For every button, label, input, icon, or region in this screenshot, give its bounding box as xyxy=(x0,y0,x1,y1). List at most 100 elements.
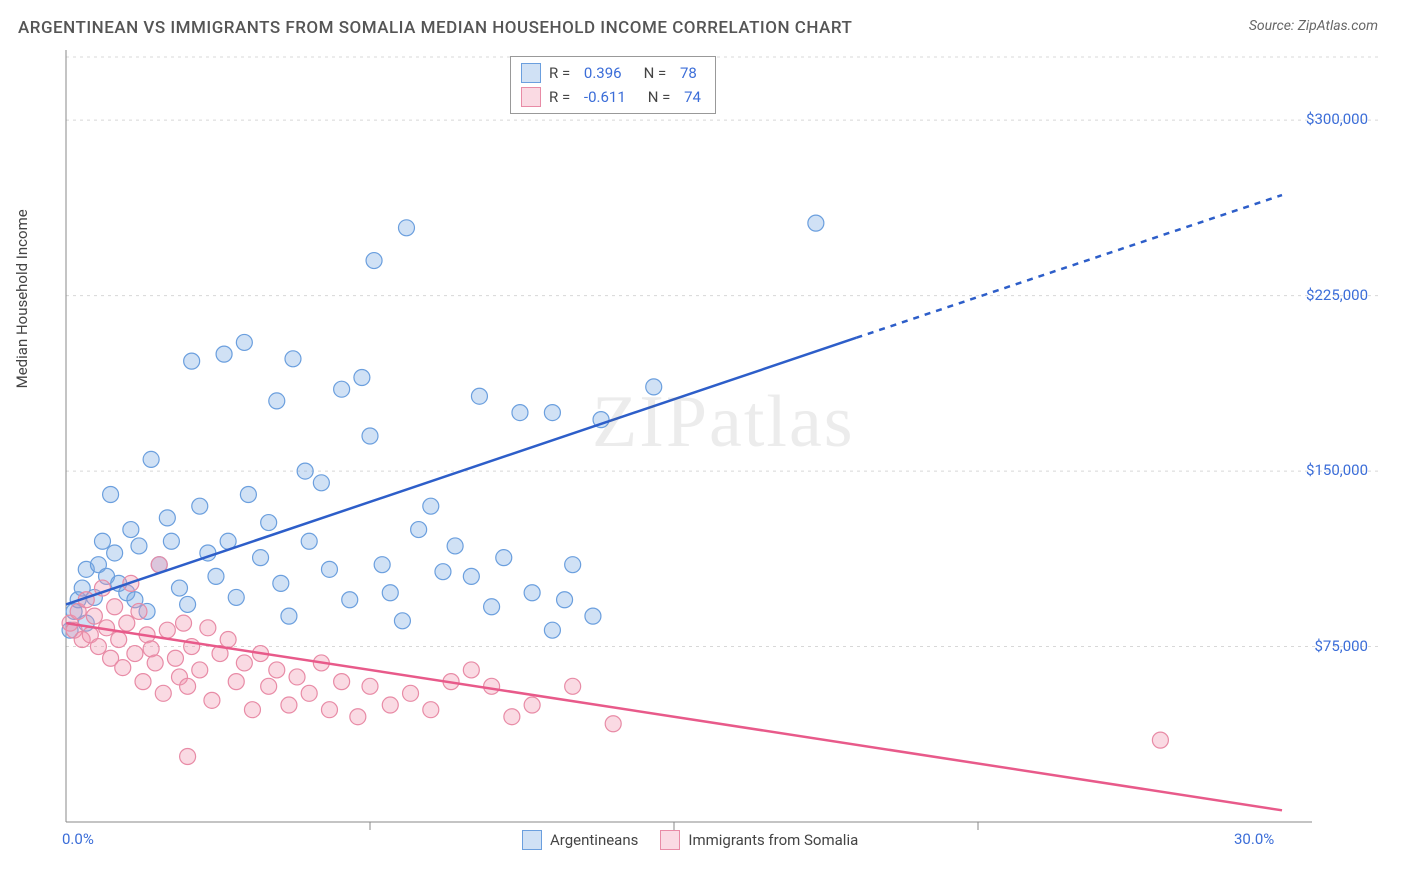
data-point xyxy=(565,678,581,694)
data-point xyxy=(585,608,601,624)
data-point xyxy=(297,463,313,479)
data-point xyxy=(382,697,398,713)
data-point xyxy=(285,351,301,367)
data-point xyxy=(244,702,260,718)
data-point xyxy=(471,388,487,404)
data-point xyxy=(236,334,252,350)
data-point xyxy=(131,603,147,619)
data-point xyxy=(362,428,378,444)
data-point xyxy=(313,475,329,491)
data-point xyxy=(163,533,179,549)
data-point xyxy=(184,353,200,369)
data-point xyxy=(423,702,439,718)
data-point xyxy=(192,498,208,514)
legend-n-label: N = xyxy=(648,88,674,106)
data-point xyxy=(463,662,479,678)
data-point xyxy=(484,678,500,694)
scatter-plot xyxy=(52,50,1378,852)
data-point xyxy=(1152,732,1168,748)
data-point xyxy=(107,599,123,615)
data-point xyxy=(103,486,119,502)
legend-r-value: -0.611 xyxy=(584,88,626,106)
data-point xyxy=(463,568,479,584)
data-point xyxy=(382,585,398,601)
data-point xyxy=(216,346,232,362)
data-point xyxy=(289,669,305,685)
trend-line xyxy=(66,338,856,605)
data-point xyxy=(107,545,123,561)
y-tick-label: $225,000 xyxy=(1306,286,1368,304)
data-point xyxy=(155,685,171,701)
legend-swatch xyxy=(521,63,541,83)
legend-r-value: 0.396 xyxy=(584,64,622,82)
data-point xyxy=(350,709,366,725)
data-point xyxy=(123,522,139,538)
data-point xyxy=(808,215,824,231)
data-point xyxy=(220,632,236,648)
data-point xyxy=(281,697,297,713)
data-point xyxy=(131,538,147,554)
data-point xyxy=(200,620,216,636)
data-point xyxy=(557,592,573,608)
correlation-legend: R = 0.396N = 78R = -0.611N = 74 xyxy=(510,56,716,114)
data-point xyxy=(167,650,183,666)
data-point xyxy=(115,660,131,676)
x-tick-label: 0.0% xyxy=(62,830,94,848)
data-point xyxy=(147,655,163,671)
data-point xyxy=(135,674,151,690)
data-point xyxy=(362,678,378,694)
data-point xyxy=(94,533,110,549)
data-point xyxy=(269,662,285,678)
data-point xyxy=(180,748,196,764)
data-point xyxy=(111,632,127,648)
data-point xyxy=(366,253,382,269)
data-point xyxy=(544,405,560,421)
data-point xyxy=(504,709,520,725)
data-point xyxy=(524,697,540,713)
data-point xyxy=(86,608,102,624)
y-tick-label: $75,000 xyxy=(1314,637,1368,655)
data-point xyxy=(354,370,370,386)
data-point xyxy=(394,613,410,629)
data-point xyxy=(273,575,289,591)
data-point xyxy=(321,702,337,718)
data-point xyxy=(204,692,220,708)
data-point xyxy=(269,393,285,409)
legend-series-item: Argentineans xyxy=(522,830,638,850)
data-point xyxy=(159,510,175,526)
data-point xyxy=(342,592,358,608)
series-legend: Argentineans Immigrants from Somalia xyxy=(522,830,858,850)
data-point xyxy=(512,405,528,421)
data-point xyxy=(447,538,463,554)
legend-swatch xyxy=(521,87,541,107)
data-point xyxy=(334,381,350,397)
data-point xyxy=(180,596,196,612)
data-point xyxy=(423,498,439,514)
data-point xyxy=(171,580,187,596)
data-point xyxy=(90,639,106,655)
data-point xyxy=(180,678,196,694)
data-point xyxy=(496,550,512,566)
legend-n-label: N = xyxy=(644,64,670,82)
chart-title: ARGENTINEAN VS IMMIGRANTS FROM SOMALIA M… xyxy=(18,18,852,38)
data-point xyxy=(301,533,317,549)
data-point xyxy=(159,622,175,638)
data-point xyxy=(228,674,244,690)
data-point xyxy=(398,220,414,236)
data-point xyxy=(334,674,350,690)
legend-stat-row: R = 0.396N = 78 xyxy=(521,63,701,83)
legend-n-value: 74 xyxy=(684,88,701,106)
y-tick-label: $150,000 xyxy=(1306,461,1368,479)
data-point xyxy=(261,678,277,694)
data-point xyxy=(192,662,208,678)
data-point xyxy=(208,568,224,584)
data-point xyxy=(646,379,662,395)
chart-header: ARGENTINEAN VS IMMIGRANTS FROM SOMALIA M… xyxy=(0,0,1406,48)
legend-series-label: Immigrants from Somalia xyxy=(688,831,858,849)
data-point xyxy=(605,716,621,732)
trend-line-extrapolated xyxy=(856,195,1282,338)
legend-series-label: Argentineans xyxy=(550,831,638,849)
data-point xyxy=(374,557,390,573)
data-point xyxy=(281,608,297,624)
source-attribution: Source: ZipAtlas.com xyxy=(1249,18,1378,34)
